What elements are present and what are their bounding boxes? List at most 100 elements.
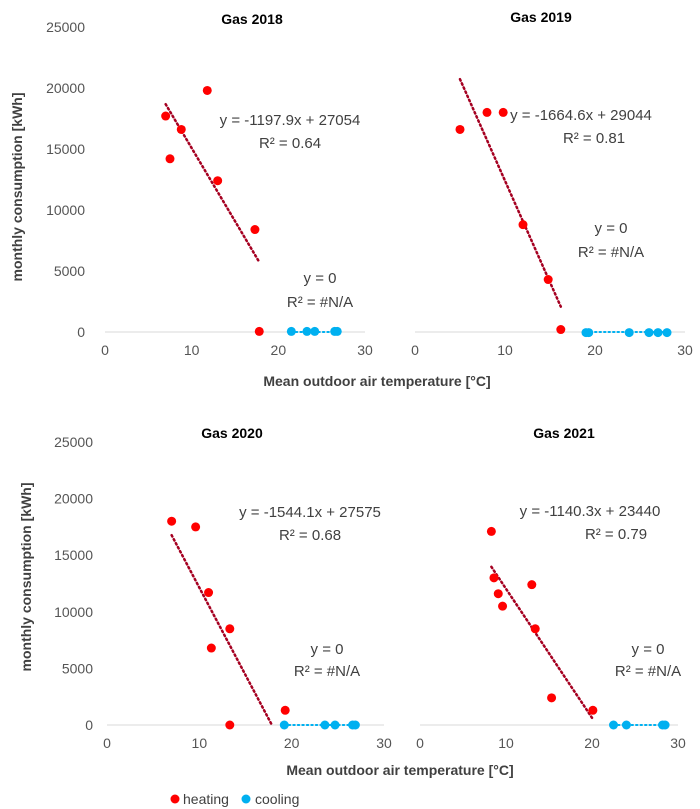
heating-point [280,705,290,715]
y-axis-label-bottom: monthly consumption [kWh] [18,483,34,672]
heating-equation: y = -1197.9x + 27054 [220,112,361,129]
y-tick-label: 15000 [54,547,93,563]
heating-point [530,624,540,634]
heating-point [489,573,499,583]
chart-title: Gas 2021 [533,425,595,441]
cooling-point [662,328,672,338]
cooling-point [644,328,654,338]
cooling-point [302,326,312,336]
heating-r2: R² = 0.64 [259,135,321,152]
x-tick-label: 30 [376,735,392,751]
y-tick-label: 25000 [54,434,93,450]
cooling-point [310,326,320,336]
x-tick-label: 20 [271,342,287,358]
heating-equation: y = -1140.3x + 23440 [520,503,661,520]
heating-trendline [458,77,563,308]
cooling-point [350,720,360,730]
heating-point [527,580,537,590]
cooling-equation: y = 0 [311,641,344,658]
heating-equation: y = -1664.6x + 29044 [510,107,652,124]
chart-title: Gas 2020 [201,425,263,441]
y-tick-label: 5000 [62,660,93,676]
y-tick-label: 25000 [46,19,85,35]
heating-point [518,220,528,230]
y-tick-label: 20000 [54,491,93,507]
cooling-equation: y = 0 [304,270,337,287]
cooling-point [624,328,634,338]
heating-point [204,588,214,598]
heating-point [543,275,553,285]
x-tick-label: 20 [584,735,600,751]
legend-heating-marker [170,794,180,804]
x-tick-label: 10 [498,735,514,751]
cooling-r2: R² = #N/A [294,663,360,680]
cooling-point [653,328,663,338]
x-axis-label-top: Mean outdoor air temperature [°C] [263,373,490,389]
heating-trendline [490,565,595,721]
cooling-r2: R² = #N/A [615,663,681,680]
x-tick-label: 0 [416,735,424,751]
cooling-r2: R² = #N/A [287,294,353,311]
heating-point [165,154,175,164]
y-tick-label: 0 [77,324,85,340]
x-tick-label: 10 [497,342,513,358]
heating-r2: R² = 0.79 [585,526,647,543]
chart-title: Gas 2018 [221,11,283,27]
heating-point [498,107,508,117]
cooling-point [330,720,340,730]
heating-point [176,124,186,134]
x-tick-label: 0 [103,735,111,751]
legend-cooling-label: cooling [255,791,299,807]
heating-trendline [170,533,274,727]
y-tick-label: 5000 [54,263,85,279]
chart-panel-3: 0 10 20 30 0 5000 10000 15000 20000 25000 Gas 2020… [54,425,392,751]
cooling-point [660,720,670,730]
heating-point [202,85,212,95]
y-tick-label: 10000 [46,202,85,218]
heating-equation: y = -1544.1x + 27575 [239,504,381,521]
heating-point [213,176,223,186]
heating-point [482,107,492,117]
cooling-point [332,326,342,336]
heating-point [556,325,566,335]
heating-point [225,720,235,730]
x-axis-label-bottom: Mean outdoor air temperature [°C] [286,762,513,778]
cooling-point [286,326,296,336]
heating-point [493,589,503,599]
cooling-point [609,720,618,730]
x-tick-label: 30 [357,342,373,358]
legend-cooling-marker [241,794,251,804]
cooling-equation: y = 0 [595,220,628,237]
x-tick-label: 0 [101,342,109,358]
chart-title: Gas 2019 [510,9,572,25]
heating-point [254,326,264,336]
heating-point [161,111,171,121]
x-tick-label: 20 [587,342,603,358]
heating-point [167,516,177,526]
x-tick-label: 30 [670,735,686,751]
heating-point [206,643,216,653]
heating-r2: R² = 0.68 [279,527,341,544]
x-tick-label: 0 [411,342,419,358]
y-tick-label: 10000 [54,604,93,620]
y-tick-label: 20000 [46,80,85,96]
cooling-point [320,720,330,730]
chart-panel-4: 0 10 20 30 Gas 2021 y = -1140.3x + 23440 R² = … [416,425,686,751]
heating-point [455,124,465,134]
chart-panel-1: 0 10 20 30 0 5000 10000 15000 20000 25000 Gas 2018… [46,11,373,358]
y-tick-label: 0 [85,717,93,733]
cooling-equation: y = 0 [632,641,665,658]
cooling-r2: R² = #N/A [578,244,644,261]
heating-point [225,624,235,634]
chart-panel-2: 0 10 20 30 Gas 2019 y = -1664.6x + 29044 R² = … [411,9,693,358]
x-tick-label: 20 [284,735,300,751]
x-tick-label: 10 [192,735,208,751]
heating-point [547,693,557,703]
y-axis-label-top: monthly consumption [kWh] [9,93,25,282]
legend-heating-label: heating [183,791,229,807]
cooling-point [621,720,631,730]
heating-point [486,526,496,536]
heating-point [498,601,508,611]
